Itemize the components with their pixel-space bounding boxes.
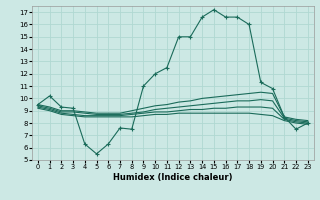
X-axis label: Humidex (Indice chaleur): Humidex (Indice chaleur) [113,173,233,182]
